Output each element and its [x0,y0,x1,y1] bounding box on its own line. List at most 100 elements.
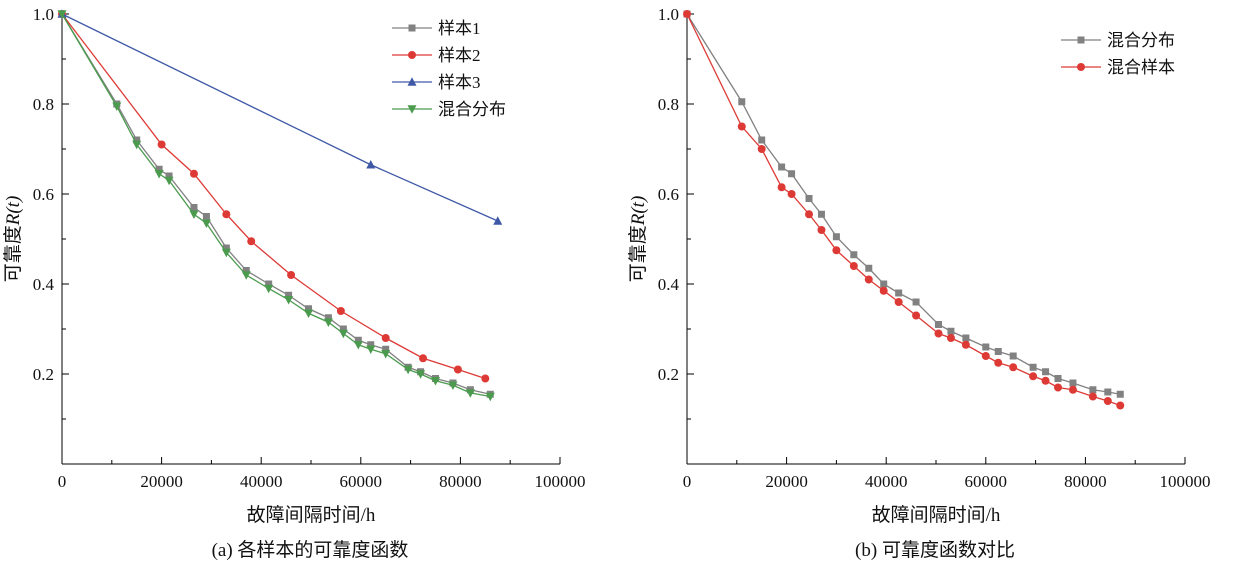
panel-a: 0 20000 40000 60000 80000 100000 0.2 0.4 0.6 0.8 1… [0,0,620,569]
triangle-down-marker [264,284,274,294]
x-tick-label: 100000 [535,472,586,491]
square-marker [285,291,293,299]
x-tick-label: 60000 [340,472,383,491]
legend-item: 混合样本 [1061,58,1175,77]
x-tick-label: 0 [683,472,692,491]
series-1 [58,10,490,383]
triangle-down-marker [154,170,164,179]
square-marker [1029,363,1037,371]
x-tick-label: 100000 [1160,472,1211,491]
square-marker [155,165,163,173]
circle-marker [1077,63,1085,71]
circle-marker [737,122,746,131]
triangle-down-marker [241,271,251,280]
circle-marker [1029,372,1038,381]
square-marker [947,327,955,335]
circle-marker [946,334,955,342]
circle-marker [757,145,766,153]
triangle-down-marker [353,341,363,350]
circle-marker [961,340,970,349]
chart-b-canvas: 0 20000 40000 60000 80000 100000 0.2 0.4 0.6 0.8 1… [627,5,1211,526]
square-marker [1077,36,1085,44]
legend: 样本1 样本2 样本3 混合分布 [392,19,506,119]
circle-marker [832,246,841,255]
square-marker [817,210,825,218]
circle-marker [817,226,826,234]
square-marker [1104,388,1112,396]
circle-marker [381,334,390,342]
square-marker [382,345,390,353]
square-marker [1042,368,1050,376]
square-marker [1089,386,1097,394]
circle-marker [994,358,1003,367]
circle-marker [864,275,873,284]
legend-item: 样本2 [392,46,481,65]
y-tick-label: 0.8 [33,95,54,114]
legend-item: 样本1 [392,19,481,38]
triangle-up-marker [493,216,503,225]
square-marker [850,251,858,259]
square-marker [1069,379,1077,387]
triangle-down-marker [416,370,426,379]
square-marker [895,289,903,297]
y-tick-label: 1.0 [33,5,54,24]
y-tick-label: 0.8 [658,95,679,114]
triangle-down-marker [403,365,413,375]
circle-marker [157,140,166,149]
square-marker [865,264,873,272]
legend-label: 样本1 [438,19,481,38]
square-marker [408,24,416,32]
triangle-down-marker [431,377,440,386]
circle-marker [1068,385,1077,394]
square-marker [305,305,313,313]
series-0 [58,10,494,398]
legend-label: 混合分布 [438,100,506,119]
tick-labels: 0 20000 40000 60000 80000 100000 0.2 0.4 0.6 0.8 1… [33,5,586,491]
square-marker [934,321,942,328]
triangle-down-marker [189,210,199,220]
y-axis-label: 可靠度R(t) [2,196,24,283]
triangle-down-marker [465,389,475,398]
square-marker [190,204,198,211]
square-marker [367,341,375,349]
tick-labels: 0 20000 40000 60000 80000 100000 0.2 0.4 0.6 0.8 1… [658,5,1211,491]
circle-marker [481,374,490,383]
square-marker [788,170,796,178]
legend-label: 样本3 [438,73,481,92]
triangle-down-marker [338,329,348,339]
triangle-down-marker [407,105,417,114]
x-tick-label: 60000 [965,472,1008,491]
square-marker [912,298,920,306]
triangle-down-marker [57,10,67,19]
y-tick-label: 0.2 [33,365,54,384]
square-marker [242,267,250,274]
y-tick-label: 0.6 [658,185,679,204]
caption-a: (a) 各样本的可靠度函数 [211,540,409,561]
circle-marker [189,169,198,178]
x-axis-label: 故障间隔时间/h [872,504,1001,526]
square-marker [354,336,362,344]
square-marker [265,280,273,288]
legend-label: 样本2 [438,46,481,65]
circle-marker [453,365,462,374]
circle-marker [247,237,256,246]
series-3 [57,10,495,402]
circle-marker [981,352,990,360]
chart-a-canvas: 0 20000 40000 60000 80000 100000 0.2 0.4 0.6 0.8 1… [2,5,586,526]
triangle-down-marker [366,345,376,355]
circle-marker [787,190,796,198]
square-marker [962,334,970,342]
square-marker [339,325,347,333]
triangle-down-marker [323,318,333,328]
circle-marker [912,311,921,320]
circle-marker [419,354,428,363]
square-marker [1054,375,1062,382]
circle-marker [408,51,416,59]
square-marker [1116,390,1124,398]
circle-marker [683,10,691,18]
x-tick-label: 80000 [439,472,482,491]
triangle-down-marker [284,296,294,305]
legend-label: 混合样本 [1107,58,1175,77]
square-marker [165,172,173,180]
circle-marker [1088,392,1097,401]
